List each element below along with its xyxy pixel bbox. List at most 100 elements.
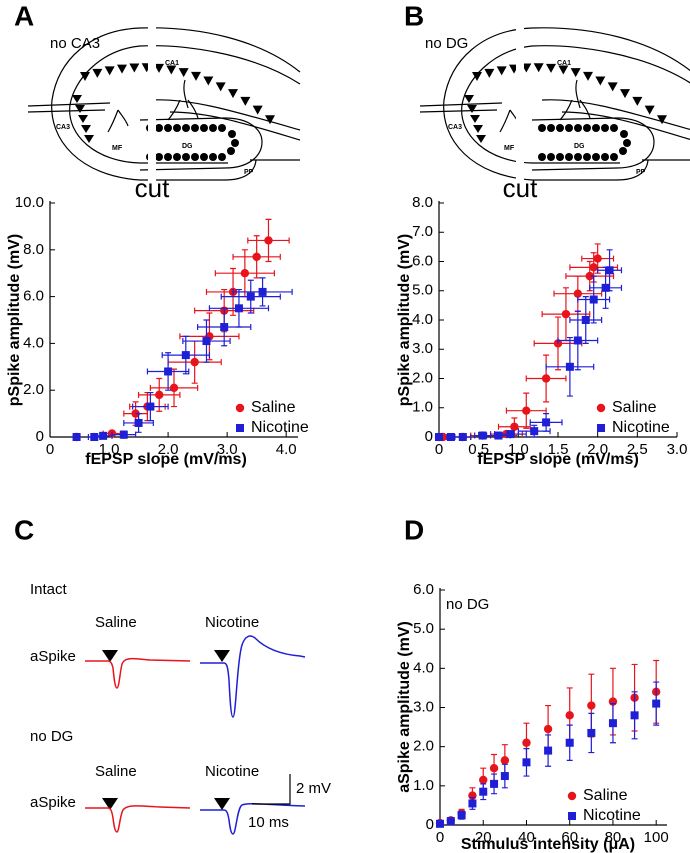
point [522,758,531,767]
y-tick-label: 5.0 [413,620,434,637]
legend-label: Nicotine [583,807,641,824]
point [489,764,499,773]
diagram-outline [51,27,301,181]
stimulus-marker [214,650,230,662]
diagram-outline [69,45,301,164]
granule-cell [164,124,172,132]
granule-cell [173,153,181,161]
point [468,799,477,808]
y-tick-label: 4.0 [412,311,433,328]
granule-cell [228,130,236,138]
point [134,418,143,427]
y-tick-label: 6.0 [413,581,434,598]
y-tick-label: 8.0 [23,241,44,258]
point [446,817,455,826]
point [565,738,574,747]
diagram-outline [443,27,690,181]
point [587,701,596,710]
x-tick-label: 2.0 [158,441,179,458]
diagram-caption: no CA3 [50,35,100,52]
diagram-outline [461,45,690,164]
pyramidal-cell [620,89,630,99]
granule-cell [583,124,591,132]
granule-cell [556,153,564,161]
pyramidal-cell [533,63,544,73]
granule-cell [155,124,163,132]
column-label: Saline [95,763,137,780]
x-tick-label: 4.0 [276,441,297,458]
pyramidal-cell [178,68,189,78]
point [561,309,571,319]
point [506,430,515,439]
point [565,711,574,720]
region-label: MF [112,145,123,152]
granule-cell [620,130,628,138]
point [585,271,594,281]
column-label: Nicotine [205,614,259,631]
x-tick-label: 1.0 [508,441,529,458]
point [264,236,273,245]
y-tick-label: 2.0 [23,381,44,398]
granule-cell [155,153,163,161]
trace [200,635,306,718]
y-tick-label: 0 [426,816,434,833]
pyramidal-cell [473,125,483,133]
granule-cell [209,153,217,161]
legend-marker [235,403,245,413]
point [220,323,229,332]
pyramidal-cell [467,105,477,113]
point [608,719,617,728]
pyramidal-cell [546,63,556,73]
y-tick-label: 1.0 [413,777,434,794]
x-axis-label: Stimulus intensity (μA) [461,836,635,853]
x-tick-label: 0 [436,829,444,846]
point [436,819,444,828]
trace [200,802,306,835]
granule-cell [556,124,564,132]
region-label: MF [504,145,515,152]
series [436,681,661,828]
granule-cell [200,124,208,132]
y-tick-label: 3.0 [412,340,433,357]
stimulus-marker [214,798,230,810]
y-axis-label: pSpike amplitude (mV) [6,234,23,406]
granule-cell [619,147,627,155]
pyramidal-cell [657,115,667,125]
point [435,433,443,441]
pyramidal-cell [470,115,480,123]
panel-label: D [404,514,424,545]
point [543,724,553,734]
point [155,390,164,400]
granule-cell [173,124,181,132]
cut-label: cut [503,173,538,203]
pyramidal-cell [583,71,593,81]
pyramidal-cell [607,82,618,92]
row-label: aSpike [30,794,76,811]
point [605,266,614,275]
x-tick-label: 0.5 [468,441,489,458]
granule-cell [574,124,582,132]
diagram-outline [107,79,199,133]
granule-cell [547,153,555,161]
point [601,283,610,292]
point [530,427,539,436]
column-label: Nicotine [205,763,259,780]
pyramidal-cell [484,68,495,78]
y-tick-label: 10.0 [15,194,44,211]
point [202,337,211,346]
y-tick-label: 0 [36,428,44,445]
point [234,304,243,313]
point [457,811,466,820]
legend-marker [597,424,605,432]
y-tick-label: 0 [425,428,433,445]
pyramidal-cell [75,105,85,113]
granule-cell [592,124,600,132]
granule-cell [583,153,591,161]
granule-cell [218,153,226,161]
pyramidal-cell [191,71,201,81]
pyramidal-cell [215,82,226,92]
y-tick-label: 4.0 [23,334,44,351]
y-tick-label: 6.0 [23,288,44,305]
granule-cell [191,153,199,161]
region-label: CA1 [165,60,179,67]
